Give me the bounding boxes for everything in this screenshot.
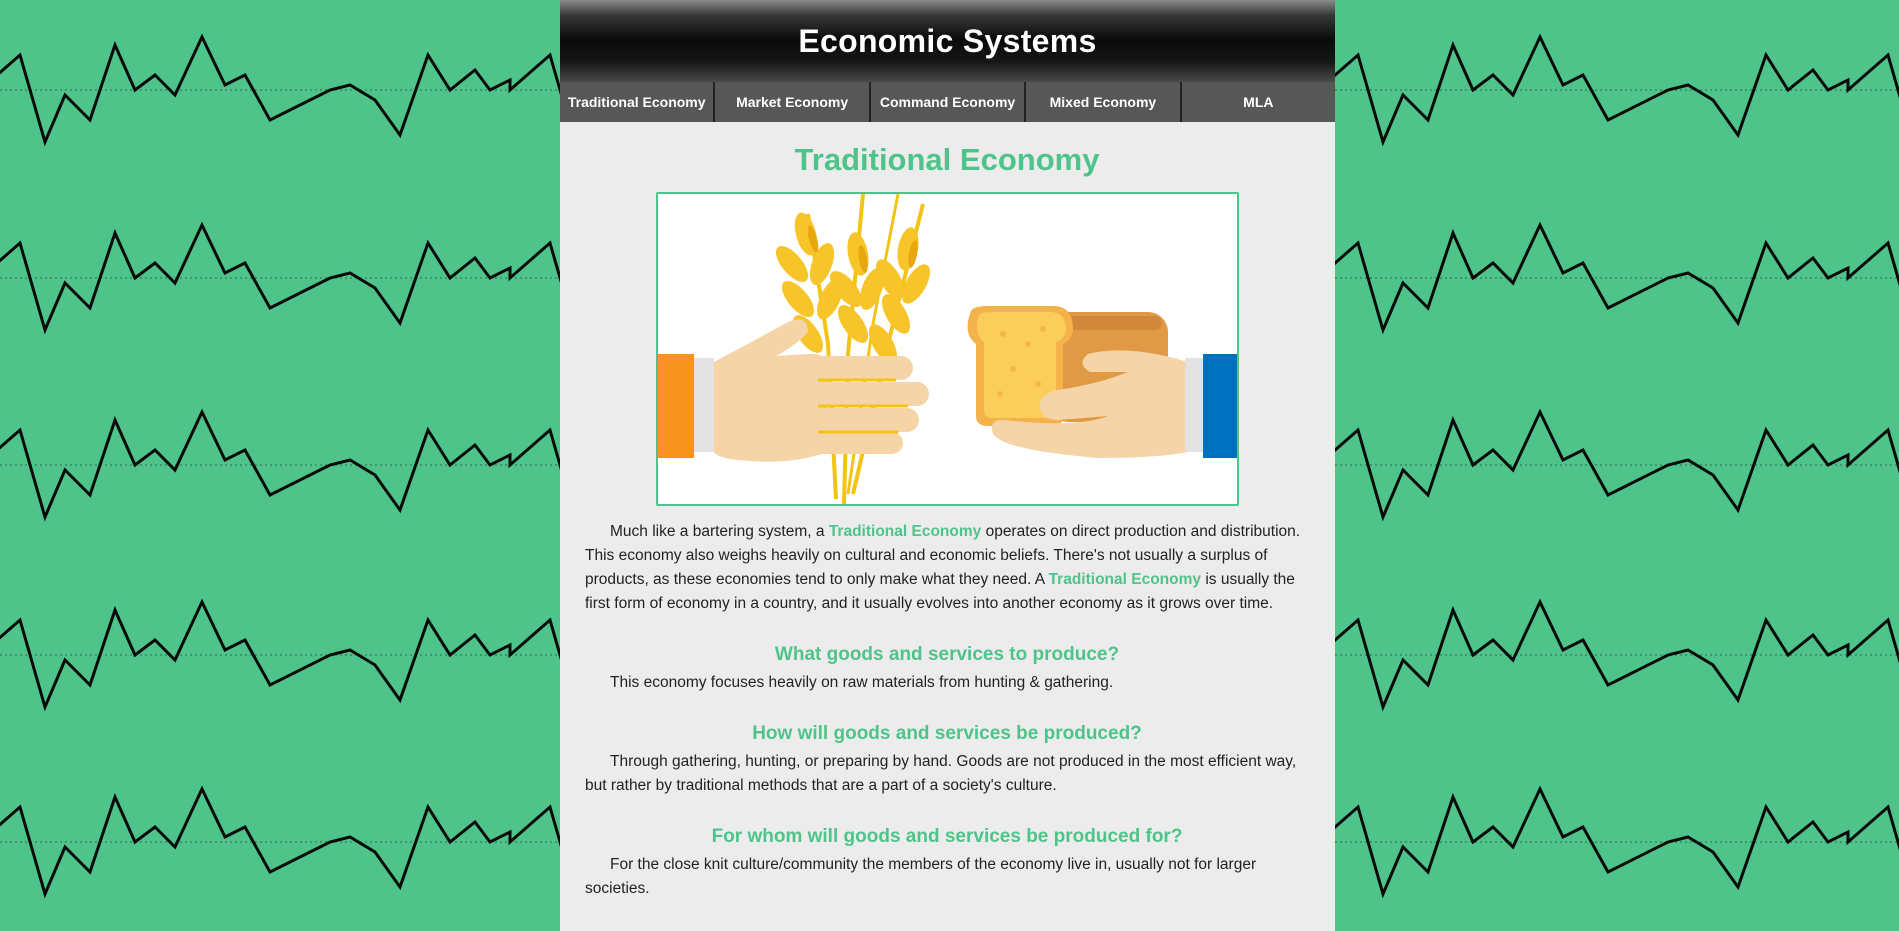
left-cuff: [693, 358, 714, 452]
pattern-zigzag-line: [1317, 785, 1899, 899]
left-hand: [713, 319, 929, 462]
question-answer: Through gathering, hunting, or preparing…: [585, 753, 1297, 794]
highlight-term: Traditional Economy: [828, 523, 982, 540]
question-answer: For the close knit culture/community the…: [585, 856, 1257, 897]
nav-market-economy[interactable]: Market Economy: [715, 82, 871, 122]
section-title: Traditional Economy: [794, 142, 1100, 177]
intro-text-1: Much like a bartering system, a: [610, 523, 829, 540]
site-header: Economic Systems: [560, 0, 1335, 82]
barter-illustration: [655, 192, 1239, 506]
intro-paragraph: Much like a bartering system, a Traditio…: [585, 520, 1309, 616]
question-heading: What goods and services to produce?: [774, 644, 1120, 665]
intro-text-2: operates on direct production and distri…: [585, 523, 1301, 588]
right-hand: [991, 350, 1188, 458]
highlight-term: Traditional Economy: [1048, 571, 1202, 588]
question-heading: How will goods and services be produced?: [752, 723, 1142, 744]
right-sleeve: [1202, 354, 1237, 458]
nav-mixed-economy[interactable]: Mixed Economy: [1026, 82, 1182, 122]
right-cuff: [1184, 358, 1203, 452]
site-title: Economic Systems: [798, 22, 1097, 59]
main-navigation: Traditional Economy Market Economy Comma…: [560, 82, 1335, 122]
pattern-zigzag-line: [1317, 221, 1899, 335]
page-container: Economic Systems Traditional Economy Mar…: [560, 0, 1335, 931]
main-content: Traditional Economy: [560, 142, 1335, 901]
nav-command-economy[interactable]: Command Economy: [870, 82, 1027, 122]
nav-mla[interactable]: MLA: [1181, 82, 1335, 122]
question-answer: This economy focuses heavily on raw mate…: [610, 674, 1114, 691]
nav-traditional-economy[interactable]: Traditional Economy: [560, 82, 716, 122]
question-heading: For whom will goods and services be prod…: [711, 826, 1183, 847]
left-sleeve: [657, 354, 694, 458]
pattern-zigzag-line: [1317, 598, 1899, 712]
intro-text-3: is usually the first form of economy in …: [585, 571, 1295, 612]
pattern-zigzag-line: [1317, 33, 1899, 147]
pattern-zigzag-line: [1317, 408, 1899, 522]
